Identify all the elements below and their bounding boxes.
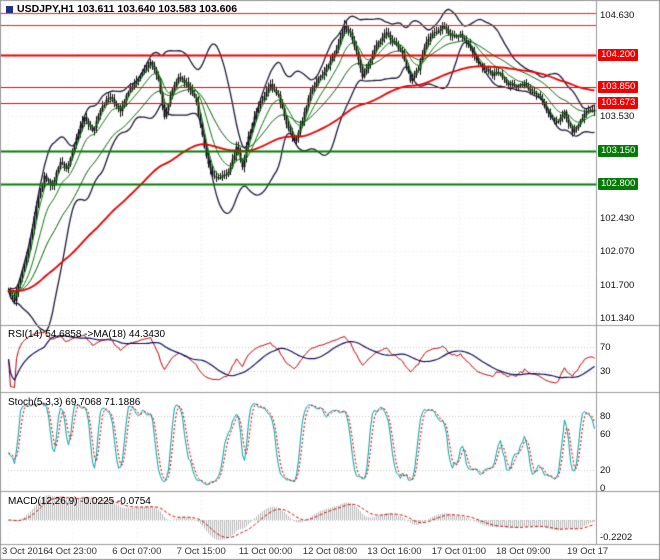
time-axis-label: 19 Oct 17	[566, 546, 609, 557]
main-y-tick: 102.430	[600, 212, 635, 224]
time-axis-label: 12 Oct 08:00	[302, 546, 358, 557]
stoch-y-tick: 80	[600, 411, 611, 422]
main-y-tick: 101.700	[600, 280, 635, 292]
time-axis-label: 6 Oct 07:00	[112, 546, 162, 557]
symbol-ohlc-title: USDJPY,H1 103.611 103.640 103.583 103.60…	[17, 3, 238, 15]
price-level-badge: 103.673	[598, 97, 639, 110]
stoch-panel-title: Stoch(5,3,3) 69.7068 71.1886	[8, 397, 141, 408]
time-axis: 3 Oct 2016 4 Oct 23:00 6 Oct 07:00 7 Oct 15…	[0, 546, 660, 560]
rsi-y-tick: 70	[600, 342, 611, 354]
rsi-y-tick: 30	[600, 365, 611, 377]
chart-title-row: USDJPY,H1 103.611 103.640 103.583 103.60…	[6, 3, 237, 15]
time-axis-label: 7 Oct 15:00	[176, 546, 226, 557]
main-y-tick: 104.630	[600, 10, 635, 22]
time-axis-label: 11 Oct 00:00	[238, 546, 293, 557]
time-axis-label: 4 Oct 23:00	[47, 546, 97, 557]
price-level-badge: 102.800	[598, 177, 639, 190]
time-axis-label: 13 Oct 16:00	[367, 546, 422, 557]
time-axis-label: 3 Oct 2016	[2, 546, 49, 557]
price-level-badge: 103.850	[598, 80, 639, 93]
price-level-badge: 104.200	[598, 48, 639, 61]
main-y-tick: 103.530	[600, 111, 635, 123]
macd-panel-title: MACD(12,26,9) -0.0225 -0.0754	[8, 496, 151, 507]
macd-y-tick: -0.2202	[600, 532, 633, 544]
stoch-y-tick: 60	[600, 429, 611, 440]
main-y-tick: 101.340	[600, 313, 635, 325]
time-axis-label: 18 Oct 09:00	[495, 546, 551, 557]
stoch-y-tick: 20	[600, 465, 611, 476]
rsi-panel-title: RSI(14) 54.6858 ->MA(18) 44.3430	[8, 329, 166, 340]
main-y-tick: 102.070	[600, 246, 635, 258]
stoch-y-tick: 0	[600, 483, 606, 494]
price-level-badge: 103.150	[598, 145, 639, 158]
time-axis-label: 17 Oct 01:00	[431, 546, 486, 557]
chart-bullet-icon	[6, 5, 13, 13]
price-axis: 104.630 103.530 102.430 102.070 101.700 101.3…	[597, 0, 659, 560]
